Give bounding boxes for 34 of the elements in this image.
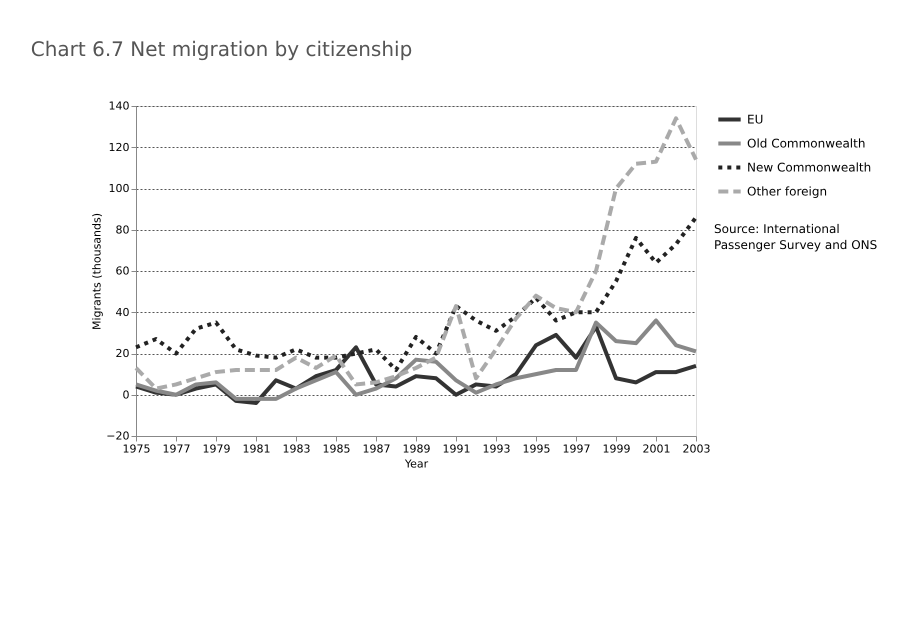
y-tick-label: 40 (116, 306, 130, 319)
line-series (134, 215, 698, 372)
chart-title: Chart 6.7 Net migration by citizenship (30, 37, 412, 61)
x-tick-label: 1991 (442, 442, 470, 456)
legend-label: Old Commonwealth (747, 136, 866, 150)
x-tick-label: 2001 (642, 442, 670, 456)
y-tick-label: 120 (108, 140, 130, 154)
source-note: Source: International Passenger Survey and ONS (714, 222, 878, 252)
x-tick-label: 1989 (402, 442, 430, 456)
y-tick-label: 140 (108, 100, 130, 112)
legend-label: Other foreign (747, 184, 828, 198)
legend-label: New Commonwealth (747, 160, 872, 174)
y-axis-title: Migrants (thousands) (90, 212, 104, 330)
x-tick-label: 1985 (322, 442, 350, 456)
line-series (134, 116, 698, 391)
x-tick-label: 1999 (602, 442, 630, 456)
y-tick-label: −20 (106, 430, 130, 442)
y-tick-label: 20 (116, 347, 130, 360)
y-tick-label: 100 (108, 182, 130, 195)
x-tick-label: 1975 (122, 442, 150, 456)
x-tick-label: 1977 (162, 442, 190, 456)
x-tick-label: 1979 (202, 442, 230, 456)
x-tick-label: 1981 (242, 442, 270, 456)
y-tick-label: 0 (122, 388, 130, 402)
x-tick-label: 1995 (522, 442, 550, 456)
x-axis-title: Year (404, 458, 429, 470)
x-tick-label: 1983 (282, 442, 310, 456)
legend-label: EU (747, 112, 764, 126)
y-tick-label: 60 (116, 264, 130, 278)
x-tick-label: 2003 (682, 442, 710, 456)
y-tick-label: 80 (116, 223, 130, 236)
x-tick-label: 1993 (482, 442, 510, 456)
x-tick-label: 1987 (362, 442, 390, 456)
x-tick-label: 1997 (562, 442, 590, 456)
